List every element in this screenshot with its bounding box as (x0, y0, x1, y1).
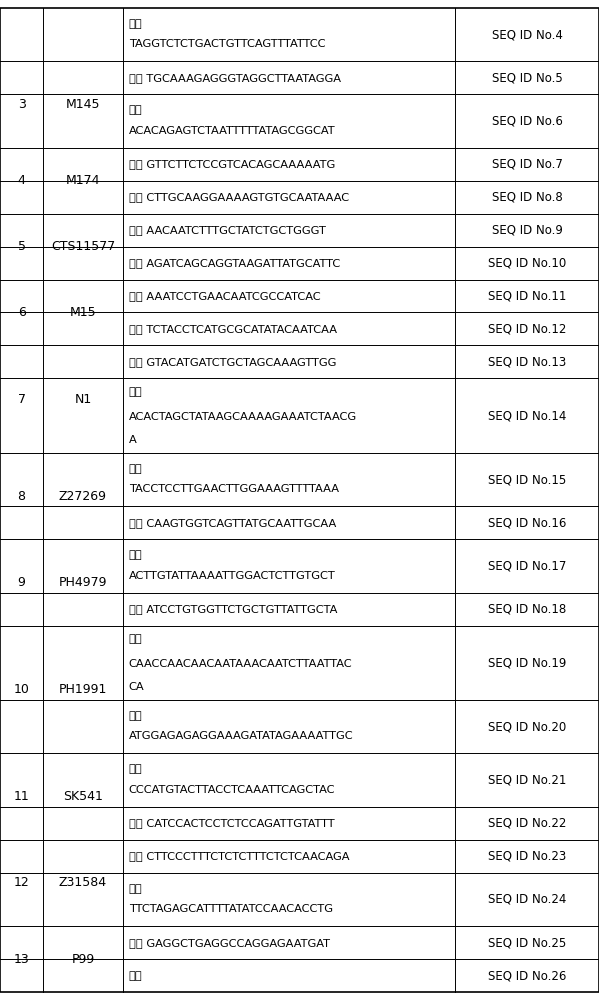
Text: CA: CA (129, 682, 144, 692)
Text: PH4979: PH4979 (59, 576, 107, 589)
Text: 下游: 下游 (129, 19, 143, 29)
Text: 10: 10 (14, 683, 29, 696)
Text: 下游 AGATCAGCAGGTAAGATTATGCATTC: 下游 AGATCAGCAGGTAAGATTATGCATTC (129, 258, 340, 268)
Text: SEQ ID No.15: SEQ ID No.15 (488, 473, 566, 486)
Text: CTS11577: CTS11577 (51, 240, 115, 253)
Text: 11: 11 (14, 790, 29, 803)
Text: SEQ ID No.23: SEQ ID No.23 (488, 850, 566, 863)
Text: 下游: 下游 (129, 971, 143, 981)
Text: 下游: 下游 (129, 711, 143, 721)
Text: 上游 GAGGCTGAGGCCAGGAGAATGAT: 上游 GAGGCTGAGGCCAGGAGAATGAT (129, 938, 330, 948)
Text: Z31584: Z31584 (59, 876, 107, 889)
Text: Z27269: Z27269 (59, 490, 107, 503)
Text: 4: 4 (17, 174, 26, 187)
Text: SEQ ID No.20: SEQ ID No.20 (488, 720, 566, 733)
Text: 上游: 上游 (129, 634, 143, 644)
Text: 上游 GTACATGATCTGCTAGCAAAGTTGG: 上游 GTACATGATCTGCTAGCAAAGTTGG (129, 357, 336, 367)
Text: ACACTAGCTATAAGCAAAAGAAATCTAACG: ACACTAGCTATAAGCAAAAGAAATCTAACG (129, 412, 357, 422)
Text: 9: 9 (17, 576, 26, 589)
Text: SEQ ID No.5: SEQ ID No.5 (492, 71, 562, 84)
Text: M145: M145 (66, 98, 100, 111)
Text: SEQ ID No.12: SEQ ID No.12 (488, 322, 566, 335)
Text: PH1991: PH1991 (59, 683, 107, 696)
Text: SEQ ID No.6: SEQ ID No.6 (492, 114, 562, 127)
Text: N1: N1 (74, 393, 92, 406)
Text: 5: 5 (17, 240, 26, 253)
Text: M15: M15 (69, 306, 96, 319)
Text: M174: M174 (66, 174, 100, 187)
Text: SK541: SK541 (63, 790, 103, 803)
Text: SEQ ID No.7: SEQ ID No.7 (492, 158, 562, 171)
Text: ACACAGAGTCTAATTTTTATAGCGGCAT: ACACAGAGTCTAATTTTTATAGCGGCAT (129, 126, 335, 136)
Text: 上游: 上游 (129, 550, 143, 560)
Text: ATGGAGAGAGGAAAGATATAGAAAATTGC: ATGGAGAGAGGAAAGATATAGAAAATTGC (129, 731, 353, 741)
Text: TTCTAGAGCATTTTATATCCAACACCTG: TTCTAGAGCATTTTATATCCAACACCTG (129, 904, 333, 914)
Text: 上游 AACAATCTTTGCTATCTGCTGGGT: 上游 AACAATCTTTGCTATCTGCTGGGT (129, 225, 326, 235)
Text: SEQ ID No.16: SEQ ID No.16 (488, 516, 566, 529)
Text: SEQ ID No.26: SEQ ID No.26 (488, 969, 566, 982)
Text: SEQ ID No.10: SEQ ID No.10 (488, 257, 566, 270)
Text: 下游: 下游 (129, 387, 143, 397)
Text: SEQ ID No.17: SEQ ID No.17 (488, 559, 566, 572)
Text: 12: 12 (14, 876, 29, 889)
Text: TACCTCCTTGAACTTGGAAAGTTTTAAA: TACCTCCTTGAACTTGGAAAGTTTTAAA (129, 484, 339, 494)
Text: 上游: 上游 (129, 464, 143, 474)
Text: 下游 CAAGTGGTCAGTTATGCAATTGCAA: 下游 CAAGTGGTCAGTTATGCAATTGCAA (129, 518, 336, 528)
Text: SEQ ID No.25: SEQ ID No.25 (488, 936, 566, 949)
Text: 下游 ATCCTGTGGTTCTGCTGTTATTGCTA: 下游 ATCCTGTGGTTCTGCTGTTATTGCTA (129, 604, 337, 614)
Text: SEQ ID No.14: SEQ ID No.14 (488, 409, 566, 422)
Text: 7: 7 (17, 393, 26, 406)
Text: 下游 CTTGCAAGGAAAAGTGTGCAATAAAC: 下游 CTTGCAAGGAAAAGTGTGCAATAAAC (129, 192, 349, 202)
Text: SEQ ID No.19: SEQ ID No.19 (488, 656, 566, 669)
Text: 下游: 下游 (129, 105, 143, 115)
Text: 下游: 下游 (129, 884, 143, 894)
Text: 上游: 上游 (129, 764, 143, 774)
Text: SEQ ID No.13: SEQ ID No.13 (488, 355, 566, 368)
Text: P99: P99 (71, 953, 95, 966)
Text: 8: 8 (17, 490, 26, 503)
Text: 下游 TCTACCTCATGCGCATATACAATCAA: 下游 TCTACCTCATGCGCATATACAATCAA (129, 324, 337, 334)
Text: SEQ ID No.24: SEQ ID No.24 (488, 893, 566, 906)
Text: SEQ ID No.21: SEQ ID No.21 (488, 774, 566, 787)
Text: 上游 AAATCCTGAACAATCGCCATCAC: 上游 AAATCCTGAACAATCGCCATCAC (129, 291, 320, 301)
Text: 6: 6 (17, 306, 26, 319)
Text: 13: 13 (14, 953, 29, 966)
Text: SEQ ID No.8: SEQ ID No.8 (492, 191, 562, 204)
Text: 上游 CTTCCCTTTCTCTCTTTCTCTCAACAGA: 上游 CTTCCCTTTCTCTCTTTCTCTCAACAGA (129, 851, 349, 861)
Text: SEQ ID No.4: SEQ ID No.4 (492, 28, 562, 41)
Text: 3: 3 (17, 98, 26, 111)
Text: CCCATGTACTTACCTCAAATTCAGCTAC: CCCATGTACTTACCTCAAATTCAGCTAC (129, 785, 335, 795)
Text: SEQ ID No.22: SEQ ID No.22 (488, 817, 566, 830)
Text: 上游 TGCAAAGAGGGTAGGCTTAATAGGA: 上游 TGCAAAGAGGGTAGGCTTAATAGGA (129, 73, 341, 83)
Text: 上游 GTTCTTCTCCGTCACAGCAAAAATG: 上游 GTTCTTCTCCGTCACAGCAAAAATG (129, 159, 335, 169)
Text: SEQ ID No.11: SEQ ID No.11 (488, 289, 566, 302)
Text: CAACCAACAACAATAAACAATCTTAATTAC: CAACCAACAACAATAAACAATCTTAATTAC (129, 659, 352, 669)
Text: TAGGTCTCTGACTGTTCAGTTTATTCC: TAGGTCTCTGACTGTTCAGTTTATTCC (129, 39, 325, 49)
Text: SEQ ID No.9: SEQ ID No.9 (492, 224, 562, 237)
Text: ACTTGTATTAAAATTGGACTCTTGTGCT: ACTTGTATTAAAATTGGACTCTTGTGCT (129, 571, 335, 581)
Text: 下游 CATCCACTCCTCTCCAGATTGTATTT: 下游 CATCCACTCCTCTCCAGATTGTATTT (129, 818, 334, 828)
Text: SEQ ID No.18: SEQ ID No.18 (488, 603, 566, 616)
Text: A: A (129, 435, 137, 445)
